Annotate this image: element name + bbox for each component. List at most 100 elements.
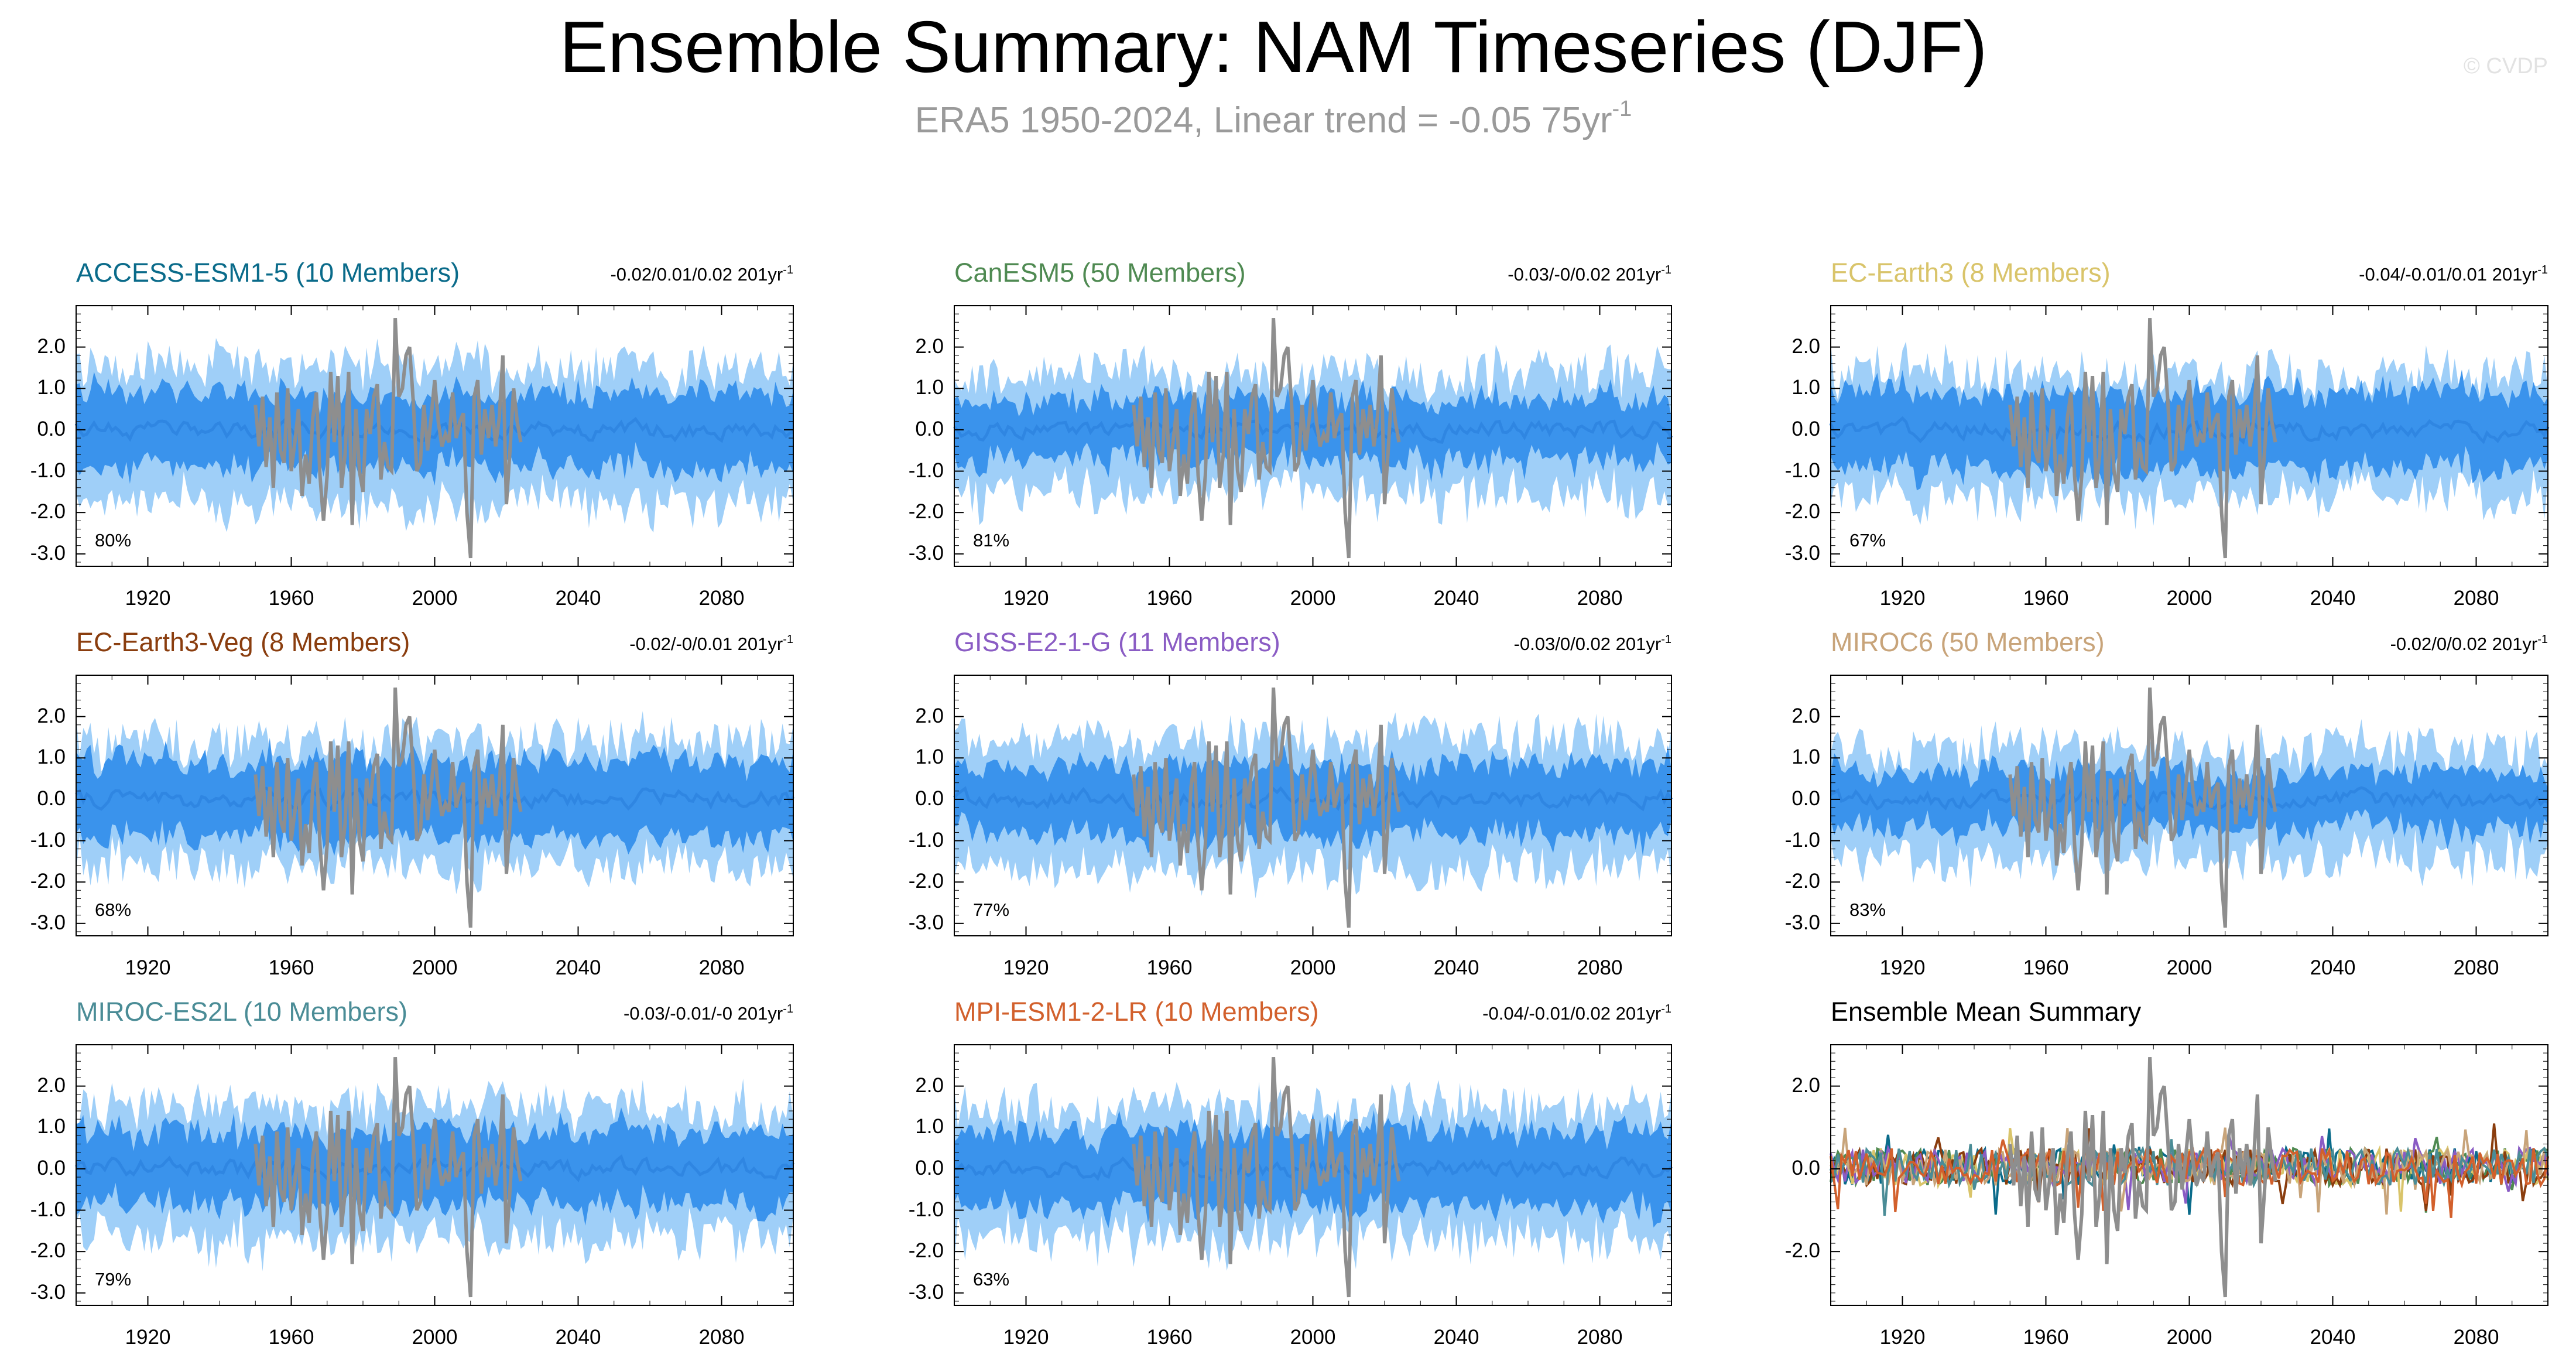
inner-spread-band <box>1831 370 2548 491</box>
panel-trend: -0.02/0.01/0.02 201yr-1 <box>501 264 793 285</box>
y-tick-label: -1.0 <box>1784 459 1820 482</box>
x-tick-label: 2040 <box>555 1326 601 1349</box>
era5-obs-line <box>254 318 523 559</box>
trend-sup: -1 <box>2537 264 2548 276</box>
panel-trend: -0.03/-0/0.02 201yr-1 <box>1379 264 1671 285</box>
x-tick-label: 2040 <box>2310 956 2356 979</box>
panel-trend: -0.03/0/0.02 201yr-1 <box>1379 633 1671 655</box>
x-tick-label: 2080 <box>1577 956 1623 979</box>
x-tick-label: 2080 <box>2453 587 2499 610</box>
x-tick-label: 1920 <box>125 1326 171 1349</box>
y-tick-label: 1.0 <box>915 1115 944 1138</box>
panel-title: MPI-ESM1-2-LR (10 Members) <box>954 997 1319 1027</box>
x-tick-label: 2080 <box>698 956 745 979</box>
panel-title: MIROC-ES2L (10 Members) <box>76 997 407 1027</box>
y-tick-label: 0.0 <box>915 417 944 440</box>
y-tick-label: -3.0 <box>30 1280 66 1304</box>
y-tick-label: 0.0 <box>915 786 944 810</box>
y-tick-label: 2.0 <box>915 1073 944 1097</box>
x-tick-label: 2040 <box>555 956 601 979</box>
era5-obs-line <box>254 688 523 928</box>
x-tick-label: 2040 <box>2310 587 2356 610</box>
y-tick-label: -2.0 <box>908 500 944 524</box>
x-tick-label: 2080 <box>698 1326 745 1349</box>
y-tick-label: 0.0 <box>37 1156 66 1179</box>
x-tick-label: 2000 <box>2166 587 2212 610</box>
y-tick-label: 1.0 <box>37 376 66 399</box>
y-tick-label: 2.0 <box>1791 1073 1820 1097</box>
y-tick-label: 2.0 <box>915 334 944 358</box>
panel-title: GISS-E2-1-G (11 Members) <box>954 627 1280 657</box>
y-tick-label: 1.0 <box>1791 745 1820 769</box>
y-tick-label: 1.0 <box>37 1115 66 1138</box>
percent-label: 63% <box>973 1269 1010 1290</box>
y-tick-label: -2.0 <box>30 1239 66 1263</box>
y-tick-label: 0.0 <box>37 786 66 810</box>
y-tick-label: -1.0 <box>908 828 944 851</box>
panel-title: MIROC6 (50 Members) <box>1831 627 2105 657</box>
cvdp-watermark: © CVDP <box>2463 54 2548 78</box>
x-tick-label: 2040 <box>1433 1326 1479 1349</box>
panel-title: EC-Earth3-Veg (8 Members) <box>76 627 410 657</box>
y-tick-label: 1.0 <box>1791 376 1820 399</box>
trend-text: -0.04/-0.01/0.01 201yr <box>2359 264 2538 285</box>
panel-title: CanESM5 (50 Members) <box>954 258 1246 288</box>
x-tick-label: 2000 <box>2166 1326 2212 1349</box>
y-tick-label: -2.0 <box>908 870 944 893</box>
y-tick-label: -1.0 <box>908 1198 944 1221</box>
y-tick-label: 0.0 <box>1791 417 1820 440</box>
era5-obs-line <box>254 1057 523 1298</box>
panel-trend: -0.04/-0.01/0.01 201yr-1 <box>2255 264 2548 285</box>
y-tick-label: -2.0 <box>30 870 66 893</box>
inner-spread-band <box>954 1110 1671 1229</box>
era5-obs-line <box>2008 1057 2277 1298</box>
y-tick-label: -3.0 <box>30 541 66 565</box>
percent-label: 68% <box>95 900 132 920</box>
y-tick-label: -3.0 <box>908 541 944 565</box>
ensemble-mean-line <box>1829 416 2550 445</box>
x-tick-label: 1960 <box>1146 956 1193 979</box>
x-tick-label: 2080 <box>1577 587 1623 610</box>
y-tick-label: -2.0 <box>1784 1239 1820 1263</box>
y-tick-label: 1.0 <box>915 376 944 399</box>
subtitle-sup: -1 <box>1612 97 1632 121</box>
trend-text: -0.02/0.01/0.02 201yr <box>610 264 783 285</box>
y-tick-label: -1.0 <box>908 459 944 482</box>
ensemble-mean-line <box>75 1154 795 1182</box>
x-tick-label: 2000 <box>1290 956 1336 979</box>
x-tick-label: 1920 <box>1879 1326 1926 1349</box>
x-tick-label: 1920 <box>1003 956 1049 979</box>
x-tick-label: 1920 <box>125 956 171 979</box>
inner-spread-band <box>76 372 793 486</box>
y-tick-label: -1.0 <box>30 459 66 482</box>
x-tick-label: 2000 <box>2166 956 2212 979</box>
x-tick-label: 2080 <box>1577 1326 1623 1349</box>
x-tick-label: 2000 <box>412 1326 458 1349</box>
ensemble-mean-line <box>953 785 1673 813</box>
inner-spread-band <box>76 1107 793 1226</box>
y-tick-label: 0.0 <box>1791 1156 1820 1179</box>
x-tick-label: 2000 <box>412 956 458 979</box>
era5-obs-line <box>1132 318 1401 559</box>
x-tick-label: 2080 <box>2453 1326 2499 1349</box>
x-tick-label: 2000 <box>1290 1326 1336 1349</box>
y-tick-label: 2.0 <box>915 704 944 727</box>
trend-sup: -1 <box>2537 633 2548 646</box>
percent-label: 81% <box>973 530 1010 550</box>
y-tick-label: 2.0 <box>1791 704 1820 727</box>
trend-sup: -1 <box>783 1003 793 1015</box>
trend-text: -0.02/0/0.02 201yr <box>2390 634 2538 654</box>
trend-text: -0.03/-0/0.02 201yr <box>1508 264 1662 285</box>
trend-text: -0.04/-0.01/0.02 201yr <box>1482 1003 1662 1024</box>
x-tick-label: 1960 <box>1146 1326 1193 1349</box>
y-tick-label: -1.0 <box>30 828 66 851</box>
y-tick-label: -3.0 <box>1784 911 1820 934</box>
era5-obs-line <box>1132 688 1401 928</box>
panel-title: Ensemble Mean Summary <box>1831 997 2142 1027</box>
panel-trend: -0.02/0/0.02 201yr-1 <box>2255 633 2548 655</box>
x-tick-label: 1960 <box>268 956 314 979</box>
x-tick-label: 2040 <box>1433 956 1479 979</box>
y-tick-label: 0.0 <box>1791 786 1820 810</box>
trend-text: -0.03/-0.01/-0 201yr <box>623 1003 783 1024</box>
